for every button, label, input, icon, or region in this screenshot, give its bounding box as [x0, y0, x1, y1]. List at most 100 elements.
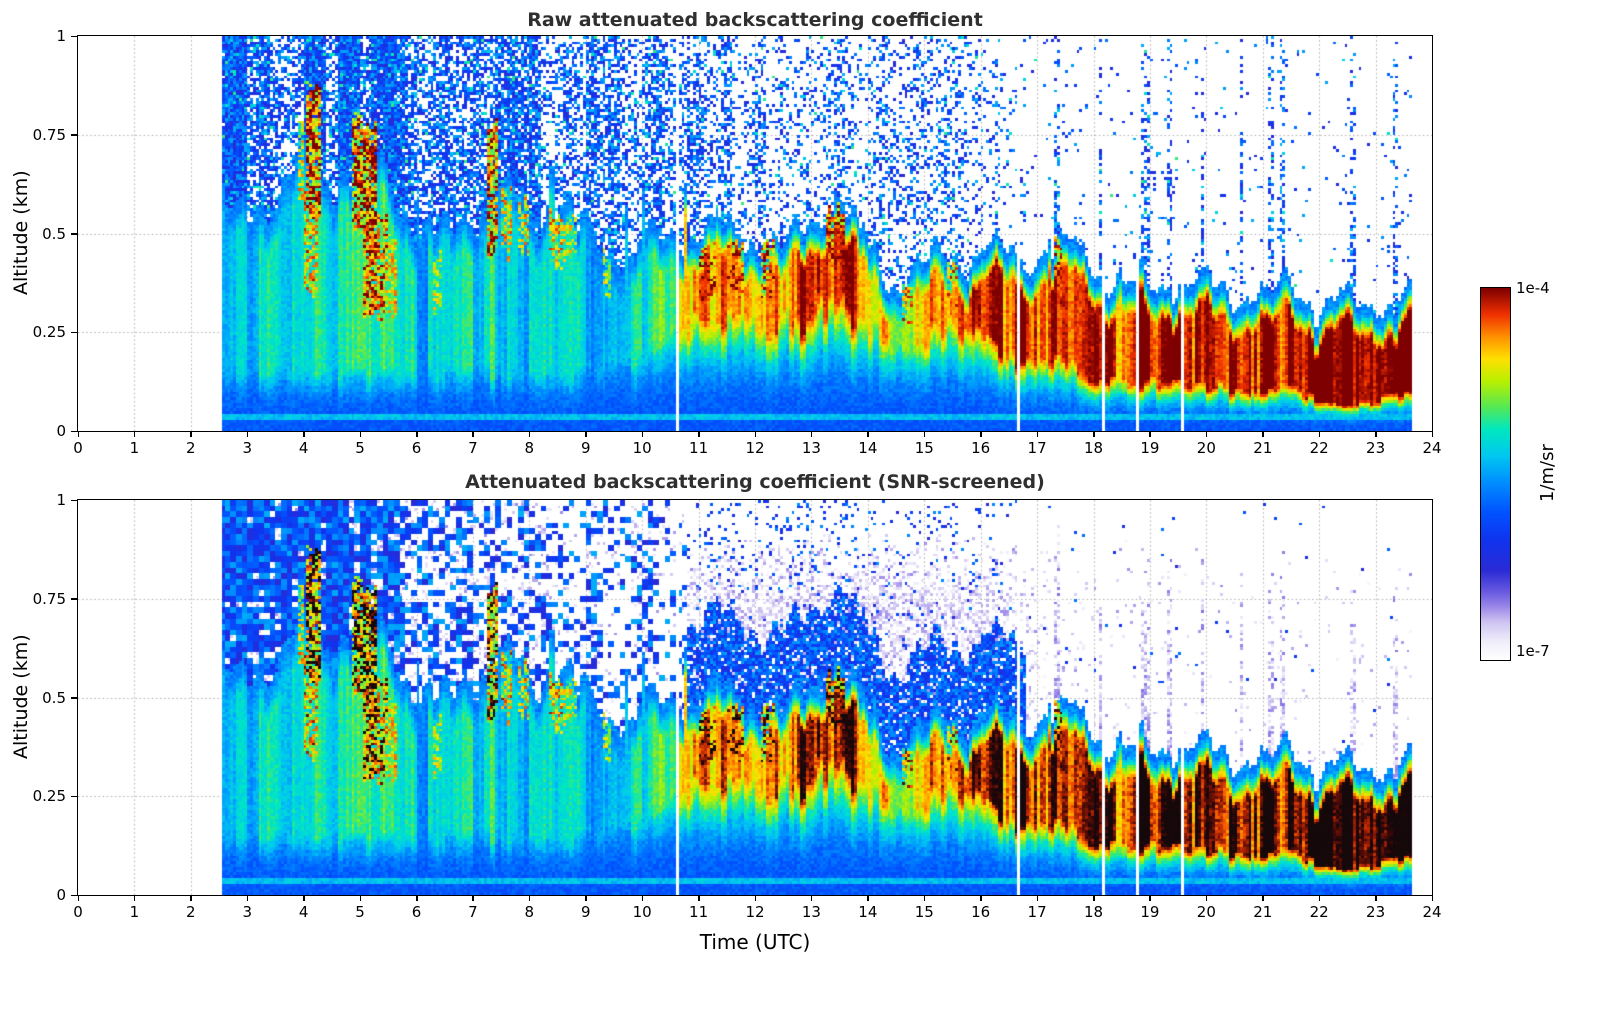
x-tick-label: 18 — [1083, 439, 1104, 457]
x-tick-label: 17 — [1027, 903, 1047, 921]
x-tick — [1149, 431, 1151, 437]
x-tick — [754, 431, 756, 437]
y-tick-label: 0.25 — [32, 323, 66, 342]
x-tick — [1036, 895, 1039, 901]
screened-heatmap-canvas — [78, 500, 1432, 895]
x-tick-label: 21 — [1253, 439, 1273, 457]
y-tick — [71, 134, 78, 136]
x-tick — [810, 431, 813, 437]
x-tick — [641, 895, 644, 901]
raw-panel-title: Raw attenuated backscattering coefficien… — [527, 9, 983, 31]
raw-panel-plot — [77, 35, 1433, 432]
x-tick-label: 14 — [858, 903, 878, 921]
x-tick-label: 11 — [689, 439, 709, 457]
x-tick-label: 11 — [689, 903, 709, 921]
y-tick-label: 0 — [56, 886, 66, 904]
x-tick-label: 10 — [632, 439, 652, 457]
x-tick — [359, 895, 362, 901]
x-tick — [1375, 431, 1377, 437]
x-tick — [77, 431, 79, 437]
x-tick — [1318, 431, 1321, 437]
x-tick — [472, 895, 474, 901]
x-tick-label: 12 — [745, 903, 765, 921]
x-tick — [528, 431, 531, 437]
raw-heatmap-canvas — [78, 36, 1432, 431]
x-tick — [190, 431, 192, 437]
x-tick-label: 20 — [1196, 439, 1216, 457]
colorbar-units-label: 1/m/sr — [1537, 444, 1558, 502]
x-tick-label: 5 — [355, 903, 365, 921]
y-tick — [71, 598, 78, 600]
x-tick-label: 5 — [355, 439, 365, 457]
x-tick-label: 16 — [971, 439, 991, 457]
y-tick-label: 0 — [56, 422, 66, 440]
x-tick — [1093, 895, 1095, 901]
x-tick — [1262, 431, 1264, 437]
x-tick — [641, 431, 644, 437]
x-tick-label: 8 — [524, 439, 535, 457]
x-tick — [980, 431, 982, 437]
x-tick — [1205, 431, 1208, 437]
x-tick — [867, 895, 869, 901]
x-tick-label: 7 — [468, 903, 478, 921]
x-tick-label: 15 — [914, 903, 934, 921]
x-tick — [585, 431, 587, 437]
colorbar — [1480, 287, 1511, 661]
x-tick-label: 17 — [1027, 439, 1047, 457]
x-tick — [1375, 895, 1377, 901]
x-tick-label: 22 — [1309, 903, 1329, 921]
x-tick-label: 19 — [1140, 903, 1160, 921]
x-tick-label: 2 — [186, 439, 196, 457]
x-tick — [528, 895, 531, 901]
x-tick-label: 24 — [1422, 903, 1442, 921]
x-tick — [416, 431, 418, 437]
x-axis-label: Time (UTC) — [699, 930, 811, 954]
y-tick — [71, 499, 78, 501]
y-tick-label: 0.5 — [42, 224, 66, 243]
x-tick-label: 13 — [801, 439, 821, 457]
x-tick-label: 1 — [129, 439, 140, 457]
y-tick — [71, 233, 78, 235]
x-tick-label: 0 — [73, 903, 83, 921]
x-tick-label: 21 — [1253, 903, 1273, 921]
x-tick — [1149, 895, 1151, 901]
x-tick — [303, 895, 305, 901]
x-tick-label: 13 — [801, 903, 821, 921]
x-tick-label: 8 — [524, 903, 535, 921]
x-tick-label: 24 — [1422, 439, 1442, 457]
x-tick-label: 16 — [971, 903, 991, 921]
colorbar-max-label: 1e-4 — [1516, 279, 1550, 297]
x-tick-label: 15 — [914, 439, 934, 457]
x-tick — [810, 895, 813, 901]
x-tick — [867, 431, 869, 437]
screened-panel-title: Attenuated backscattering coefficient (S… — [465, 471, 1045, 493]
colorbar-min-label: 1e-7 — [1516, 642, 1550, 660]
x-tick-label: 9 — [580, 903, 591, 921]
y-tick-label: 1 — [56, 27, 66, 45]
x-tick-label: 1 — [129, 903, 140, 921]
x-tick — [923, 895, 926, 901]
x-tick — [1318, 895, 1321, 901]
x-tick — [133, 895, 136, 901]
x-tick-label: 7 — [468, 439, 478, 457]
y-tick — [71, 331, 78, 334]
x-tick-label: 0 — [73, 439, 83, 457]
x-tick-label: 3 — [242, 439, 253, 457]
x-tick — [1036, 431, 1039, 437]
x-tick — [246, 431, 249, 437]
x-tick-label: 18 — [1083, 903, 1104, 921]
x-tick — [303, 431, 305, 437]
y-tick — [71, 795, 78, 798]
x-tick-label: 12 — [745, 439, 765, 457]
x-tick-label: 22 — [1309, 439, 1329, 457]
x-tick-label: 4 — [298, 439, 309, 457]
x-tick — [923, 431, 926, 437]
y-tick-label: 0.75 — [32, 589, 66, 608]
x-tick — [246, 895, 249, 901]
x-tick-label: 6 — [411, 903, 422, 921]
y-tick-label: 0.75 — [32, 125, 66, 144]
x-tick — [133, 431, 136, 437]
x-tick — [698, 431, 700, 437]
x-tick-label: 19 — [1140, 439, 1160, 457]
